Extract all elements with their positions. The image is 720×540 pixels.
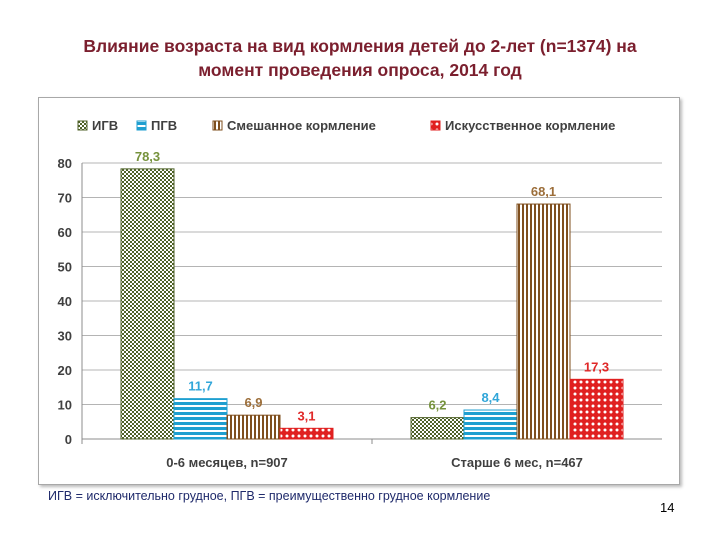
y-tick-label: 50 xyxy=(58,260,72,275)
y-tick-label: 80 xyxy=(58,156,72,171)
y-tick-label: 30 xyxy=(58,329,72,344)
data-label: 8,4 xyxy=(481,390,500,405)
bar-checker xyxy=(410,417,465,440)
slide-title: Влияние возраста на вид кормления детей … xyxy=(20,34,700,82)
x-axis-labels: 0-6 месяцев, n=907 Старше 6 мес, n=467 xyxy=(166,455,583,470)
bar-vertical xyxy=(516,203,571,440)
bar-dots xyxy=(569,378,624,440)
legend-label: Искусственное кормление xyxy=(445,118,615,133)
data-label: 6,2 xyxy=(428,398,446,413)
y-axis-ticks: 0 10 20 30 40 50 60 70 80 xyxy=(58,156,72,447)
y-tick-label: 20 xyxy=(58,363,72,378)
legend-label: ПГВ xyxy=(151,118,177,133)
bar-dots xyxy=(279,427,334,440)
legend-swatch xyxy=(430,120,441,131)
y-tick-label: 60 xyxy=(58,225,72,240)
data-label: 68,1 xyxy=(531,184,556,199)
footnote: ИГВ = исключительно грудное, ПГВ = преим… xyxy=(48,489,491,503)
y-tick-label: 70 xyxy=(58,191,72,206)
bar-horizontal xyxy=(173,398,228,440)
data-label: 6,9 xyxy=(244,395,262,410)
data-label: 78,3 xyxy=(135,149,160,164)
bar-vertical xyxy=(226,414,281,440)
y-tick-label: 40 xyxy=(58,294,72,309)
bars xyxy=(120,168,624,440)
y-tick-label: 0 xyxy=(65,432,72,447)
page-number: 14 xyxy=(660,500,675,515)
title-line-1: Влияние возраста на вид кормления детей … xyxy=(83,36,637,56)
x-category-label: 0-6 месяцев, n=907 xyxy=(166,455,288,470)
legend-swatch xyxy=(212,120,223,131)
legend: ИГВ ПГВ Смешанное кормление Искусственное к… xyxy=(77,118,615,133)
legend-swatch xyxy=(77,120,88,131)
data-label: 17,3 xyxy=(584,359,609,374)
bar-chart: 0 10 20 30 40 50 60 70 80 78,3 11,7 6,9 3,1 6,2 8,4 68… xyxy=(58,118,662,470)
legend-swatch xyxy=(136,120,147,131)
data-label: 3,1 xyxy=(297,408,315,423)
data-label: 11,7 xyxy=(188,379,213,394)
bar-checker xyxy=(120,168,175,440)
x-category-label: Старше 6 мес, n=467 xyxy=(451,455,583,470)
title-line-2: момент проведения опроса, 2014 год xyxy=(198,60,522,80)
y-tick-label: 10 xyxy=(58,398,72,413)
data-labels: 78,3 11,7 6,9 3,1 6,2 8,4 68,1 17,3 xyxy=(135,149,609,423)
legend-label: ИГВ xyxy=(92,118,118,133)
bar-horizontal xyxy=(463,409,518,440)
legend-label: Смешанное кормление xyxy=(227,118,376,133)
